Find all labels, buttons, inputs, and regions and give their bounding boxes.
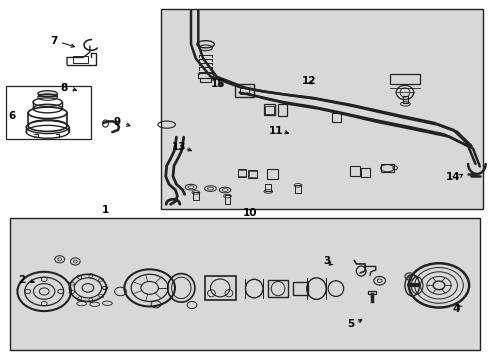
Bar — [248, 170, 257, 178]
Bar — [265, 184, 271, 191]
Ellipse shape — [38, 91, 57, 96]
Bar — [193, 192, 199, 201]
Text: 1: 1 — [102, 205, 109, 215]
Bar — [331, 113, 340, 122]
Bar — [350, 166, 360, 176]
Bar — [361, 168, 369, 177]
Text: 3: 3 — [323, 256, 330, 266]
Text: 6: 6 — [8, 111, 16, 121]
Bar — [200, 78, 211, 82]
Text: 2: 2 — [18, 275, 25, 285]
Bar — [277, 104, 287, 116]
Bar — [224, 195, 230, 204]
Bar — [248, 171, 256, 177]
Bar — [380, 164, 393, 172]
Bar — [161, 9, 482, 209]
Bar — [238, 170, 245, 176]
Text: 12: 12 — [301, 76, 315, 86]
Bar — [267, 280, 287, 297]
Text: 11: 11 — [268, 126, 283, 136]
Text: 9: 9 — [113, 117, 121, 127]
Bar — [239, 88, 249, 94]
Bar — [264, 106, 273, 113]
Bar — [294, 185, 300, 193]
Bar — [266, 169, 277, 179]
Text: 5: 5 — [346, 319, 353, 329]
Bar — [389, 73, 419, 84]
Bar — [198, 73, 213, 78]
Text: 7: 7 — [50, 36, 58, 46]
Text: 10: 10 — [243, 208, 257, 218]
Bar — [6, 86, 91, 139]
Bar — [234, 84, 254, 97]
Text: 13: 13 — [171, 142, 186, 152]
Bar — [237, 169, 246, 177]
Bar — [10, 217, 479, 350]
Bar — [292, 282, 307, 296]
Text: 14: 14 — [446, 172, 460, 182]
Bar — [204, 276, 236, 300]
Bar — [264, 104, 274, 115]
Text: 4: 4 — [451, 304, 459, 314]
Bar — [367, 291, 375, 294]
Bar — [38, 94, 57, 96]
Bar — [73, 57, 88, 63]
Text: 15: 15 — [210, 78, 224, 89]
Text: 8: 8 — [60, 83, 67, 93]
Bar — [402, 96, 407, 103]
